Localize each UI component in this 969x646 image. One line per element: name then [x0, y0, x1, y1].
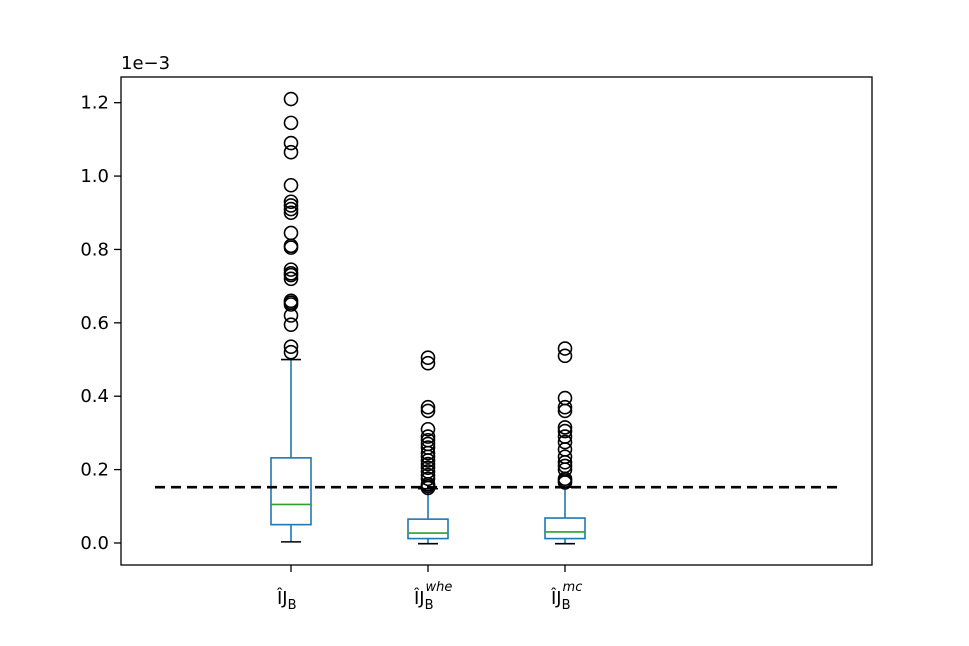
axes-frame [120, 76, 873, 566]
x-category-superscript: mc [563, 580, 583, 595]
y-tick-label: 0.0 [80, 533, 109, 554]
x-category-superscript: whe [426, 580, 453, 595]
outlier-point [420, 421, 436, 437]
outlier-point [283, 266, 299, 281]
y-tick-label: 0.2 [80, 460, 109, 481]
outlier-point [283, 194, 299, 210]
outlier-point [557, 434, 573, 450]
x-category-subscript: B [425, 598, 434, 613]
x-category-label: ÎJB [276, 587, 297, 613]
outlier-point [420, 456, 436, 472]
box-series-2 [407, 350, 449, 545]
outlier-point [283, 135, 299, 151]
outlier-point [283, 262, 299, 277]
outlier-point [283, 293, 299, 309]
box-iqr [544, 517, 586, 540]
y-tick-label: 0.8 [80, 239, 109, 260]
outlier-point [420, 399, 436, 415]
outlier-point [283, 198, 299, 213]
outlier-point [283, 177, 299, 193]
x-category-label: ÎJBwhe [413, 580, 452, 613]
outlier-point [283, 317, 299, 332]
box-iqr [270, 457, 312, 526]
x-category-subscript: B [562, 598, 571, 613]
outlier-point [283, 271, 299, 287]
outlier-point [283, 201, 299, 217]
outlier-point [283, 344, 299, 360]
outlier-point [420, 403, 436, 419]
outlier-point [283, 91, 299, 107]
outlier-point [420, 355, 436, 371]
x-category-main: ÎJ [413, 587, 425, 609]
outlier-point [283, 339, 299, 354]
x-category-subscript: B [288, 598, 297, 613]
outlier-point [557, 449, 573, 465]
outlier-point [420, 460, 436, 476]
outlier-point [283, 144, 299, 160]
outlier-point [283, 205, 299, 221]
outlier-point [283, 225, 299, 241]
x-category-main: ÎJ [550, 587, 562, 609]
outlier-point [283, 115, 299, 131]
outlier-point [420, 350, 436, 365]
outlier-point [557, 420, 573, 435]
outlier-point [557, 341, 573, 356]
y-axis-scale-label: 1e−3 [121, 53, 170, 74]
outlier-point [420, 440, 436, 455]
outlier-point [420, 467, 436, 483]
box-series-3 [544, 341, 586, 545]
outlier-point [420, 471, 436, 487]
plot-area [155, 91, 838, 545]
y-tick-label: 1.0 [80, 166, 109, 187]
outlier-point [557, 429, 573, 444]
box-series-1 [270, 91, 312, 543]
y-axis: 0.0 0.2 0.4 0.6 0.8 1.0 1.2 [80, 93, 121, 554]
y-tick-label: 0.4 [80, 386, 109, 407]
x-category-main: ÎJ [276, 587, 288, 609]
box-iqr [407, 518, 449, 540]
outlier-point [420, 436, 436, 452]
outlier-point [420, 429, 436, 444]
y-tick-label: 1.2 [80, 93, 109, 114]
outlier-point [420, 432, 436, 448]
outlier-point [557, 423, 573, 439]
outlier-point [557, 458, 573, 474]
y-tick-label: 0.6 [80, 313, 109, 334]
outlier-point [557, 399, 573, 415]
outlier-point [557, 390, 573, 406]
outlier-point [557, 348, 573, 364]
x-category-label: ÎJBmc [550, 580, 582, 613]
outlier-point [420, 464, 436, 479]
